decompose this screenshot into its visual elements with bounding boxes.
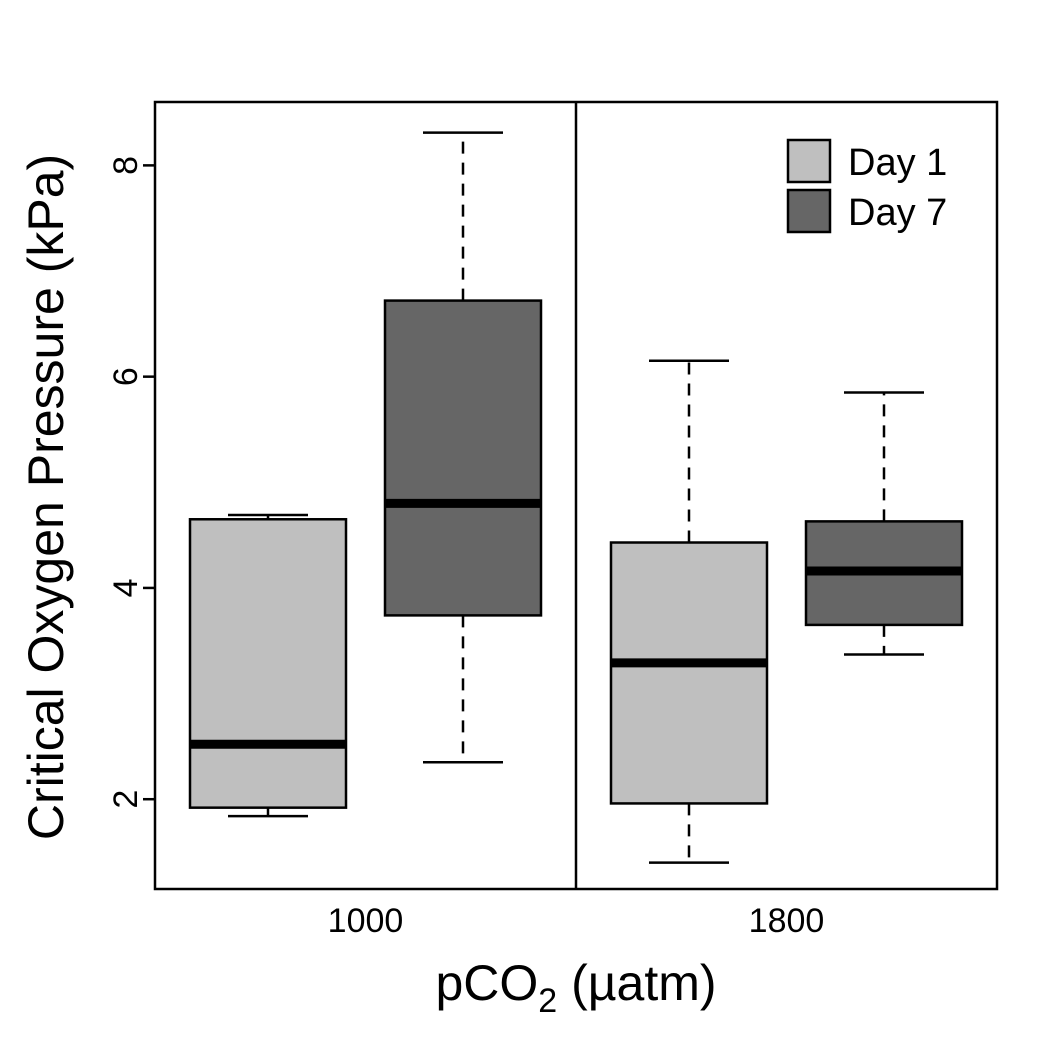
x-tick-label: 1800 bbox=[749, 902, 825, 940]
y-axis: 2 4 6 8 bbox=[107, 156, 155, 809]
iqr-box bbox=[609, 541, 769, 805]
iqr-box bbox=[188, 518, 348, 809]
box-day-7-1800 bbox=[804, 391, 964, 656]
legend-label: Day 7 bbox=[848, 192, 947, 234]
legend-item: Day 7 bbox=[786, 188, 947, 234]
y-tick-label: 8 bbox=[107, 156, 145, 175]
y-tick-label: 2 bbox=[107, 790, 145, 809]
box-day-7-1000 bbox=[383, 131, 543, 764]
legend-item: Day 1 bbox=[786, 138, 947, 184]
plot-area bbox=[153, 100, 999, 891]
box-day-1-1000 bbox=[188, 513, 348, 818]
y-axis-title: Critical Oxygen Pressure (kPa) bbox=[18, 154, 74, 840]
iqr-box bbox=[383, 299, 543, 617]
box-day-1-1800 bbox=[609, 359, 769, 864]
legend-label: Day 1 bbox=[848, 142, 947, 184]
legend-swatch bbox=[786, 138, 832, 184]
x-axis-title-subscript: 2 bbox=[538, 982, 557, 1020]
x-axis: 1000 1800 bbox=[328, 902, 825, 940]
x-axis-title-main: pCO bbox=[435, 955, 538, 1011]
x-axis-title-unit: (µatm) bbox=[557, 955, 716, 1011]
legend-swatch bbox=[786, 188, 832, 234]
legend: Day 1 Day 7 bbox=[786, 138, 947, 234]
x-tick-label: 1000 bbox=[328, 902, 404, 940]
y-tick-label: 4 bbox=[107, 578, 145, 597]
y-tick-label: 6 bbox=[107, 367, 145, 386]
x-axis-title: pCO2 (µatm) bbox=[435, 955, 716, 1020]
